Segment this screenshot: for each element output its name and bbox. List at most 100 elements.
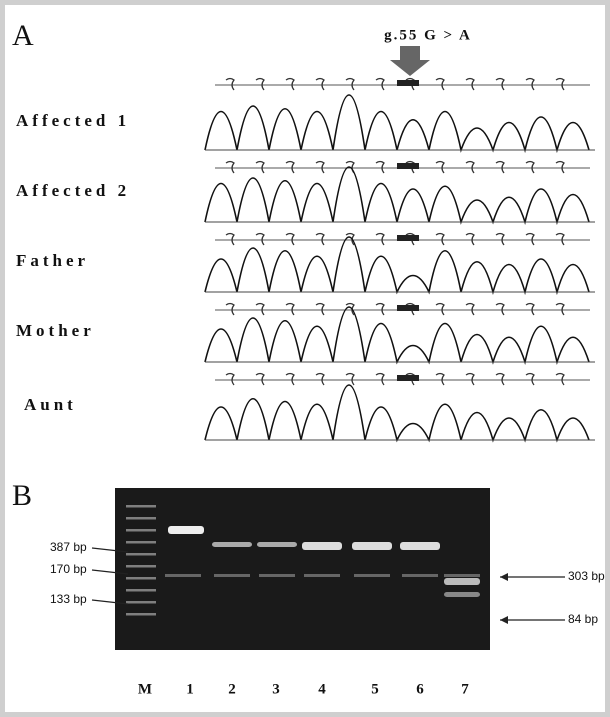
base-glyph bbox=[435, 232, 445, 246]
band bbox=[168, 526, 204, 534]
marker-label: 170 bp bbox=[50, 562, 87, 576]
base-glyph bbox=[465, 160, 475, 174]
mutation-box bbox=[397, 80, 419, 86]
base-glyph bbox=[315, 302, 325, 316]
sample-label: Affected 2 bbox=[16, 181, 130, 200]
base-glyph bbox=[225, 77, 235, 91]
base-glyph bbox=[225, 232, 235, 246]
marker-label: 303 bp bbox=[568, 569, 605, 583]
base-glyph bbox=[315, 77, 325, 91]
band bbox=[352, 542, 392, 550]
marker-pointer bbox=[91, 569, 129, 575]
base-glyph bbox=[555, 372, 565, 386]
base-glyph bbox=[525, 302, 535, 316]
base-glyph bbox=[225, 160, 235, 174]
base-glyph bbox=[315, 160, 325, 174]
marker-label: 133 bp bbox=[50, 592, 87, 606]
base-glyph bbox=[225, 372, 235, 386]
ladder-band bbox=[126, 589, 156, 592]
mutation-box bbox=[397, 375, 419, 381]
base-glyph bbox=[285, 302, 295, 316]
base-glyph bbox=[435, 372, 445, 386]
faint-band bbox=[402, 574, 438, 577]
base-glyph bbox=[285, 232, 295, 246]
base-glyph bbox=[465, 232, 475, 246]
base-glyph bbox=[435, 77, 445, 91]
lane-label: 1 bbox=[186, 681, 194, 697]
lane-label: 4 bbox=[318, 681, 326, 697]
base-glyph bbox=[555, 232, 565, 246]
base-glyph bbox=[255, 232, 265, 246]
sample-label: Aunt bbox=[24, 395, 77, 414]
sample-label: Father bbox=[16, 251, 89, 270]
chromatogram bbox=[204, 306, 590, 366]
mutation-box bbox=[397, 305, 419, 311]
base-glyph bbox=[255, 372, 265, 386]
base-glyph bbox=[345, 77, 355, 91]
mutation-box bbox=[397, 235, 419, 241]
base-glyph bbox=[375, 77, 385, 91]
base-glyph bbox=[555, 160, 565, 174]
ladder-band bbox=[126, 541, 156, 544]
base-glyph bbox=[255, 302, 265, 316]
base-glyph bbox=[285, 372, 295, 386]
faint-band bbox=[165, 574, 201, 577]
base-glyph bbox=[465, 77, 475, 91]
sample-label: Affected 1 bbox=[16, 111, 130, 130]
chromatogram bbox=[204, 384, 590, 443]
lane-label: M bbox=[138, 681, 152, 697]
mutation-label: g.55 G > A bbox=[384, 27, 472, 43]
base-glyph bbox=[495, 302, 505, 316]
base-glyph bbox=[555, 302, 565, 316]
base-glyph bbox=[465, 302, 475, 316]
base-glyph bbox=[525, 160, 535, 174]
panel-b-label: B bbox=[12, 479, 32, 512]
base-glyph bbox=[525, 232, 535, 246]
faint-band bbox=[214, 574, 250, 577]
ladder-band bbox=[126, 529, 156, 532]
ladder-band bbox=[126, 577, 156, 580]
base-glyph bbox=[345, 302, 355, 316]
base-glyph bbox=[345, 232, 355, 246]
lane-label: 5 bbox=[371, 681, 379, 697]
base-glyph bbox=[375, 160, 385, 174]
base-glyph bbox=[375, 232, 385, 246]
lane-label: 6 bbox=[416, 681, 424, 697]
gel bbox=[115, 488, 490, 650]
ladder-band bbox=[126, 601, 156, 604]
band bbox=[444, 578, 480, 585]
band bbox=[444, 592, 480, 597]
faint-band bbox=[444, 574, 480, 577]
arrow-head bbox=[500, 616, 508, 624]
base-glyph bbox=[495, 77, 505, 91]
arrow-head bbox=[500, 573, 508, 581]
band bbox=[400, 542, 440, 550]
base-glyph bbox=[315, 372, 325, 386]
marker-pointer bbox=[91, 547, 129, 553]
base-glyph bbox=[345, 372, 355, 386]
base-glyph bbox=[525, 77, 535, 91]
ladder-band bbox=[126, 505, 156, 508]
faint-band bbox=[259, 574, 295, 577]
base-glyph bbox=[465, 372, 475, 386]
band bbox=[257, 542, 297, 547]
lane-label: 7 bbox=[461, 681, 469, 697]
mutation-box bbox=[397, 163, 419, 169]
lane-label: 2 bbox=[228, 681, 236, 697]
band bbox=[212, 542, 252, 547]
faint-band bbox=[304, 574, 340, 577]
ladder-band bbox=[126, 517, 156, 520]
marker-pointer bbox=[91, 599, 129, 605]
base-glyph bbox=[435, 302, 445, 316]
marker-label: 387 bp bbox=[50, 540, 87, 554]
base-glyph bbox=[375, 302, 385, 316]
base-glyph bbox=[435, 160, 445, 174]
marker-label: 84 bp bbox=[568, 612, 598, 626]
base-glyph bbox=[495, 372, 505, 386]
faint-band bbox=[354, 574, 390, 577]
base-glyph bbox=[285, 160, 295, 174]
base-glyph bbox=[495, 160, 505, 174]
ladder-band bbox=[126, 565, 156, 568]
